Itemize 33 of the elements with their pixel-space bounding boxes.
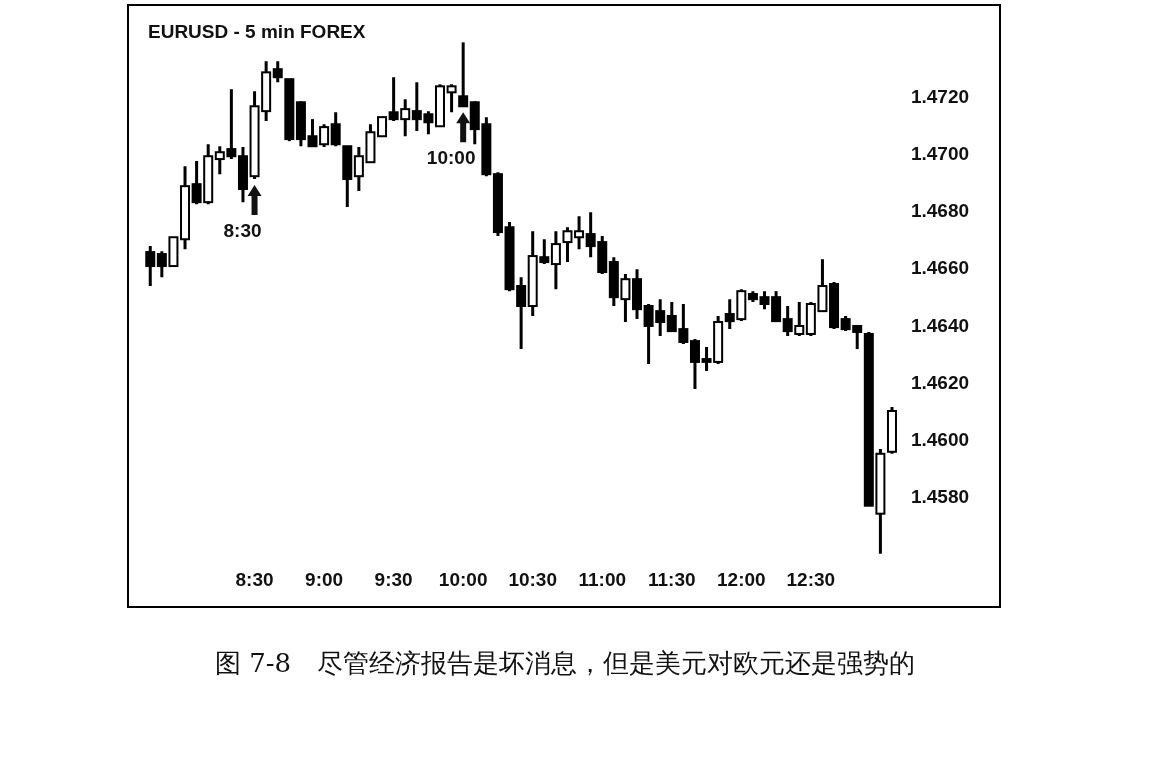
candlestick xyxy=(458,42,469,108)
candlestick xyxy=(180,166,191,250)
y-tick-label: 1.4700 xyxy=(910,143,970,165)
x-tick-label: 9:30 xyxy=(374,569,413,590)
x-tick-label: 12:30 xyxy=(786,569,836,590)
x-tick-label: 10:00 xyxy=(438,569,488,590)
y-tick-label: 1.4660 xyxy=(910,257,970,279)
x-tick-label: 8:30 xyxy=(235,569,274,590)
x-tick-label: 12:00 xyxy=(717,569,766,590)
candlestick xyxy=(237,147,248,203)
caption: 图 7-8 尽管经济报告是坏消息，但是美元对欧元还是强势的 xyxy=(214,648,916,678)
candlestick xyxy=(689,339,700,390)
y-tick-label: 1.4640 xyxy=(910,314,970,336)
y-tick-label: 1.4600 xyxy=(910,428,970,450)
candlestick xyxy=(446,84,457,113)
annotation: 10:00 xyxy=(426,147,476,169)
candlestick xyxy=(342,145,353,207)
x-tick-label: 9:00 xyxy=(305,569,344,590)
candlestick xyxy=(145,246,156,287)
y-tick-label: 1.4580 xyxy=(910,485,970,507)
x-tick-label: 10:30 xyxy=(508,569,558,590)
candlestick xyxy=(377,116,388,138)
text: EURUSD - 5 min FOREX xyxy=(148,21,366,42)
x-tick-label: 11:30 xyxy=(648,569,696,590)
annotation: 8:30 xyxy=(223,220,262,242)
candlestick xyxy=(574,216,585,250)
y-tick-label: 1.4620 xyxy=(910,371,970,393)
candlestick xyxy=(632,269,643,320)
y-tick-label: 1.4680 xyxy=(910,200,970,222)
x-tick-label: 11:00 xyxy=(578,569,627,590)
y-tick-label: 1.4720 xyxy=(910,86,970,108)
candlestick xyxy=(550,231,561,290)
candlestick xyxy=(562,227,573,263)
